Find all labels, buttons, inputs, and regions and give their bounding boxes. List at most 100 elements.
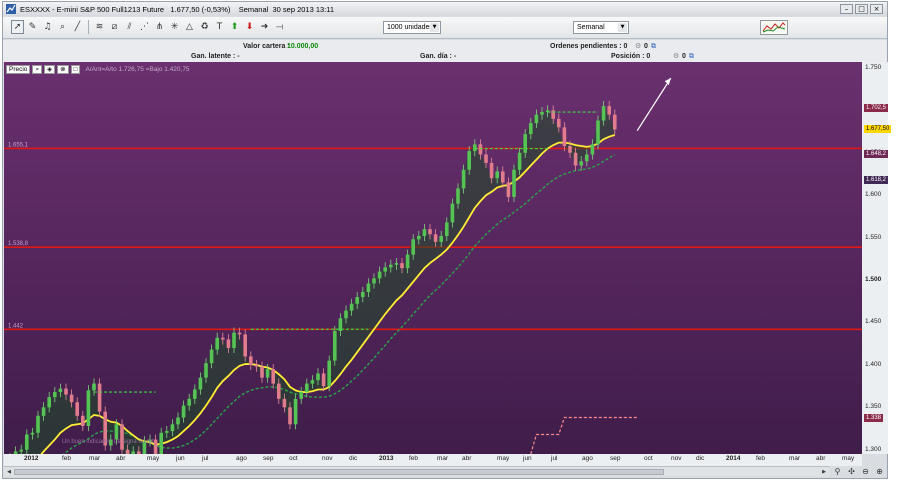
candle-body: [355, 297, 359, 304]
valor-cartera-label: Valor cartera :: [243, 43, 290, 50]
chart-settings-icon[interactable]: ⚲: [834, 467, 841, 476]
minimize-button[interactable]: –: [840, 4, 853, 14]
gann-tool-icon[interactable]: ✳: [170, 22, 179, 32]
close-button[interactable]: ×: [870, 4, 883, 14]
scroll-left-icon[interactable]: ◀: [7, 469, 11, 475]
period-select[interactable]: Semanal ▼: [573, 21, 629, 34]
lock-icon[interactable]: ◈: [44, 64, 56, 74]
ordenes-pendientes-value: 0: [644, 43, 648, 50]
candle-body: [159, 432, 163, 454]
price-chart[interactable]: 1.655,1 1.538,8 1.442 Un buen indicador: Le…: [4, 62, 862, 454]
candle-body: [512, 169, 516, 197]
units-select[interactable]: 1000 unidades ▼: [383, 21, 441, 34]
price-axis-tick: 1.750: [865, 63, 882, 71]
candle-body: [344, 310, 348, 319]
time-axis-tick: abr: [462, 455, 472, 462]
arrow-right-icon[interactable]: ➜: [260, 22, 269, 32]
candle-body: [36, 415, 40, 433]
candle-body: [327, 360, 331, 387]
valor-cartera-value: 10.000,00: [287, 43, 319, 50]
ordenes-pendientes-label: Ordenes pendientes : 0: [550, 43, 628, 50]
ohlc-readout: A/Ant=A/to 1.726,75 =Bajo 1.420,75: [85, 65, 190, 73]
crosshair-icon[interactable]: ✣: [848, 467, 855, 476]
position-link-icon[interactable]: ⧉: [689, 52, 694, 60]
candle-body: [69, 394, 74, 403]
candle-body: [293, 398, 298, 425]
scrollbar-thumb[interactable]: [14, 469, 664, 475]
zoom-tool-icon[interactable]: ⌕: [59, 22, 66, 32]
horizontal-line-icon[interactable]: ⟞: [275, 22, 284, 32]
candle-body: [97, 383, 102, 412]
time-axis-tick: mar: [789, 455, 801, 462]
candle-body: [243, 334, 247, 357]
settings-icon[interactable]: ⚙: [673, 52, 680, 60]
triangle-tool-icon[interactable]: △: [186, 22, 193, 32]
candle-body: [573, 152, 578, 166]
maximize-button[interactable]: □: [855, 4, 868, 14]
candle-body: [361, 291, 365, 298]
fan-lines-icon[interactable]: ⋰: [140, 22, 149, 32]
stop-dashed-line: [530, 416, 638, 454]
channel-tool-icon[interactable]: ⧄: [111, 22, 118, 32]
candle-body: [473, 144, 477, 152]
arrow-down-icon[interactable]: ⬇: [245, 22, 254, 32]
pointer-tool-icon[interactable]: ➚: [11, 20, 24, 34]
ruler-tool-icon[interactable]: ✎: [28, 22, 37, 32]
close-series-icon[interactable]: ⊗: [57, 64, 69, 74]
candle-body: [170, 424, 175, 432]
time-axis-tick: nov: [322, 455, 333, 462]
time-axis-tick: abr: [116, 455, 126, 462]
add-series-icon[interactable]: □: [70, 64, 81, 74]
candle-body: [226, 339, 231, 348]
candle-body: [461, 169, 466, 189]
overlay-text: Un buen indicador: Le signa un ret: [62, 439, 154, 445]
candle-body: [92, 383, 96, 391]
candle-body: [187, 398, 191, 406]
candle-body: [75, 402, 79, 416]
arrow-up-icon[interactable]: ⬆: [230, 22, 239, 32]
candle-body: [109, 439, 113, 446]
bell-alert-icon[interactable]: ♫: [43, 22, 52, 32]
candle-body: [215, 337, 219, 350]
candle-body: [299, 392, 303, 399]
candle-body: [495, 171, 499, 179]
scroll-right-icon[interactable]: ▶: [822, 469, 826, 475]
settings-icon[interactable]: ⚙: [635, 42, 642, 50]
candle-body: [607, 106, 611, 115]
fork-tool-icon[interactable]: ⋔: [155, 22, 164, 32]
candle-body: [209, 349, 214, 364]
cloud-fill-area: [13, 106, 615, 454]
text-tool-icon[interactable]: T: [216, 22, 223, 32]
candle-body: [165, 431, 169, 433]
trendline-tool-icon[interactable]: ╱: [74, 22, 81, 32]
time-axis[interactable]: 2012 feb mar abr may jun jul ago sep oct nov dic 201…: [4, 454, 862, 466]
candlestick-plot[interactable]: 1.655,1 1.538,8 1.442 Un buen indicador: Le…: [4, 62, 862, 454]
candle-body: [232, 332, 236, 348]
price-axis-tick: 1.500: [865, 276, 882, 284]
app-window: ESXXXX - E-mini S&P 500 Full1213 Future …: [2, 1, 892, 479]
time-axis-tick: 2013: [379, 455, 394, 462]
candle-body: [198, 377, 203, 390]
horizontal-level-label: 1.442: [8, 323, 24, 329]
candle-body: [545, 110, 550, 113]
horizontal-scrollbar[interactable]: ◀ ▶: [4, 466, 830, 476]
time-axis-tick: sep: [610, 455, 621, 462]
candle-body: [282, 398, 287, 408]
time-axis-tick: oct: [644, 455, 653, 462]
candle-body: [204, 363, 208, 378]
magnify-icon[interactable]: ⌕: [32, 64, 43, 74]
parallel-lines-icon[interactable]: ⫽: [127, 22, 132, 32]
candle-body: [47, 397, 51, 408]
price-axis[interactable]: 1.7501.7001.6501.6001.5501.5001.4501.400…: [862, 62, 892, 454]
candle-body: [64, 388, 68, 395]
orders-link-icon[interactable]: ⧉: [651, 42, 656, 50]
fibonacci-tool-icon[interactable]: ≋: [95, 22, 104, 32]
zoom-in-icon[interactable]: ⊕: [876, 467, 883, 476]
price-axis-tick: 1.600: [865, 191, 882, 199]
trash-icon[interactable]: ♻: [200, 22, 209, 32]
indicators-button[interactable]: [760, 20, 788, 35]
posicion-label: Posición : 0: [611, 53, 651, 60]
series-label: Precio: [6, 64, 31, 74]
zoom-out-icon[interactable]: ⊖: [862, 467, 869, 476]
candle-body: [265, 369, 270, 378]
